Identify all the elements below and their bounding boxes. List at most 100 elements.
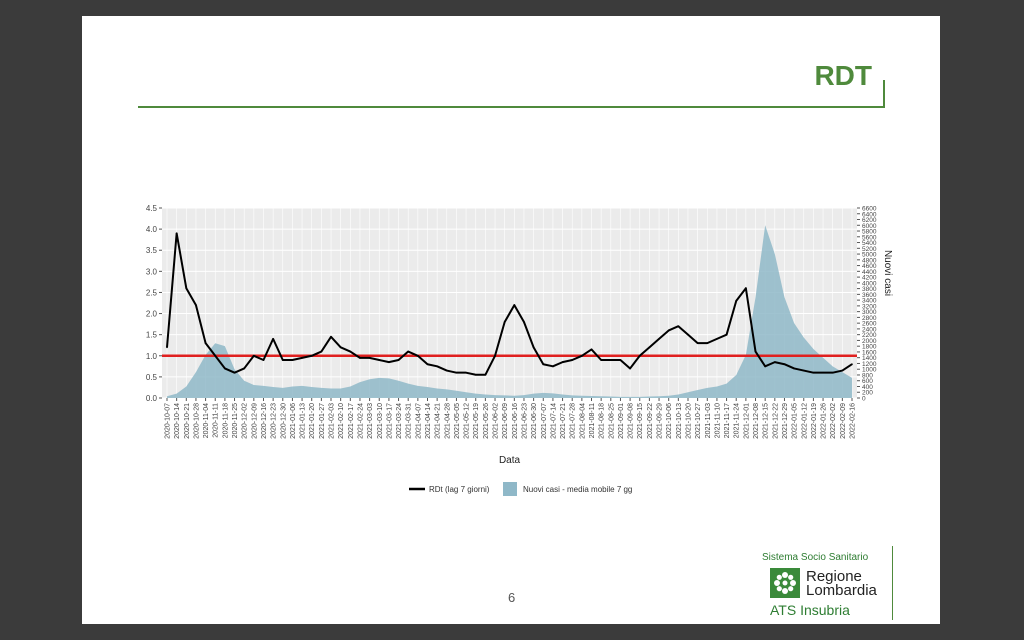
x-tick-label: 2021-07-14 — [550, 403, 557, 439]
x-tick-label: 2021-06-02 — [493, 403, 500, 439]
rdt-point — [812, 371, 815, 374]
x-tick-label: 2021-11-10 — [714, 403, 721, 438]
rdt-point — [224, 367, 226, 370]
rdt-point — [822, 371, 824, 374]
x-tick-label: 2020-10-21 — [184, 403, 191, 439]
y-right-tick-label: 200 — [862, 390, 873, 397]
x-tick-label: 2021-12-22 — [772, 403, 779, 439]
x-tick-label: 2021-08-11 — [589, 403, 596, 438]
rdt-point — [166, 346, 168, 349]
y-left-tick-label: 3.0 — [146, 267, 158, 276]
rdt-point — [175, 232, 178, 235]
x-tick-label: 2020-11-25 — [232, 403, 239, 438]
rdt-point — [272, 338, 274, 340]
x-tick-label: 2021-04-21 — [435, 403, 442, 439]
x-tick-label: 2020-10-28 — [193, 403, 200, 439]
y-right-tick-label: 1000 — [862, 367, 877, 374]
y-left-tick-label: 4.0 — [146, 225, 158, 234]
x-tick-label: 2020-10-14 — [174, 403, 181, 439]
y-right-tick-label: 600 — [862, 378, 873, 385]
y-right-tick-label: 4800 — [862, 257, 877, 264]
y-right-tick-label: 1800 — [862, 344, 877, 351]
x-tick-label: 2022-01-05 — [792, 403, 799, 439]
x-tick-label: 2020-11-11 — [213, 403, 220, 438]
x-tick-label: 2021-10-20 — [685, 403, 692, 439]
rdt-point — [233, 371, 236, 374]
rdt-point — [359, 357, 361, 359]
y-right-tick-label: 6200 — [862, 217, 877, 224]
rdt-point — [407, 350, 409, 353]
rdt-point — [735, 300, 738, 302]
logo-region-line2: Lombardia — [806, 582, 877, 599]
rdt-point — [310, 354, 313, 357]
x-tick-label: 2021-02-17 — [348, 403, 355, 439]
regione-lombardia-logo: Sistema Socio Sanitario Regione Lombardi… — [762, 548, 892, 620]
y-right-tick-label: 800 — [862, 372, 873, 379]
rdt-point — [330, 335, 332, 338]
y-left-tick-label: 2.5 — [146, 288, 158, 297]
rdt-point — [494, 354, 496, 357]
rdt-point — [754, 350, 757, 353]
x-tick-label: 2021-10-13 — [676, 403, 683, 439]
x-tick-label: 2021-01-20 — [309, 403, 316, 439]
x-tick-label: 2021-02-03 — [329, 403, 336, 439]
y-right-tick-label: 2800 — [862, 315, 877, 322]
rdt-point — [764, 365, 766, 368]
rdt-point — [610, 359, 612, 361]
y-right-axis-title: Nuovi casi — [882, 250, 893, 296]
x-tick-label: 2021-10-27 — [695, 403, 702, 439]
y-right-tick-label: 6000 — [862, 223, 877, 230]
x-tick-label: 2021-09-22 — [647, 403, 654, 439]
rdt-point — [581, 354, 583, 357]
x-tick-label: 2021-09-08 — [628, 403, 635, 439]
rdt-point — [648, 346, 651, 349]
x-tick-label: 2021-06-09 — [502, 403, 509, 439]
cases-area — [167, 225, 852, 398]
x-tick-label: 2021-07-21 — [560, 403, 567, 439]
title-rule-vertical — [883, 80, 885, 108]
rdt-point — [349, 350, 352, 353]
y-right-tick-label: 5800 — [862, 229, 877, 236]
y-right-tick-label: 1400 — [862, 355, 877, 362]
rdt-point — [204, 342, 207, 344]
x-tick-label: 2021-03-31 — [406, 403, 413, 439]
rdt-point — [677, 325, 680, 328]
x-tick-label: 2021-01-06 — [290, 403, 297, 439]
x-tick-label: 2021-05-19 — [473, 403, 480, 439]
logo-region-name: Regione Lombardia — [806, 569, 877, 599]
y-right-tick-label: 2000 — [862, 338, 877, 345]
x-tick-label: 2021-08-25 — [608, 403, 615, 439]
rdt-point — [253, 354, 255, 357]
x-tick-label: 2020-10-07 — [165, 403, 172, 439]
page-number: 6 — [508, 590, 516, 605]
rdt-point — [619, 359, 622, 361]
y-right-tick-label: 1600 — [862, 349, 877, 356]
rdt-point — [455, 371, 458, 374]
y-right-tick-label: 4000 — [862, 280, 877, 287]
rdt-point — [339, 346, 342, 349]
x-tick-label: 2021-12-29 — [782, 403, 789, 439]
title-underline — [138, 106, 883, 108]
rdt-point — [503, 321, 506, 323]
x-tick-label: 2022-01-26 — [821, 403, 828, 439]
rdt-point — [745, 287, 747, 290]
y-left-tick-label: 1.0 — [146, 352, 158, 361]
rdt-point — [590, 348, 593, 351]
x-tick-label: 2020-12-23 — [271, 403, 278, 439]
rdt-point — [793, 367, 795, 370]
x-tick-label: 2021-03-17 — [386, 403, 393, 439]
y-right-tick-label: 5400 — [862, 240, 877, 247]
y-right-tick-label: 2200 — [862, 332, 877, 339]
rdt-point — [388, 361, 390, 363]
rdt-point — [542, 363, 545, 366]
x-tick-label: 2020-12-02 — [242, 403, 249, 439]
x-tick-label: 2020-12-16 — [261, 403, 268, 439]
rdt-chart: 0.00.51.01.52.02.53.03.54.04.50200400600… — [146, 204, 893, 496]
rdt-point — [426, 363, 429, 366]
x-tick-label: 2021-11-17 — [724, 403, 731, 438]
legend-rdt-label: RDt (lag 7 giorni) — [429, 485, 490, 494]
rdt-point — [301, 357, 303, 359]
x-tick-label: 2020-12-30 — [280, 403, 287, 439]
logo-sistema-text: Sistema Socio Sanitario — [762, 552, 869, 563]
x-tick-label: 2021-02-24 — [357, 403, 364, 439]
